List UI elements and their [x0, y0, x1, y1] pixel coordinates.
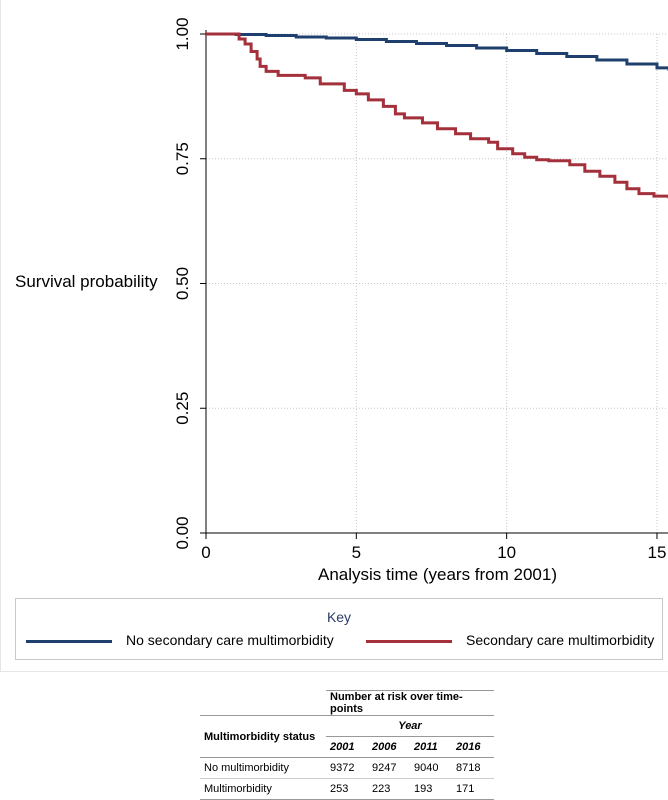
x-tick-label: 15 [648, 543, 667, 562]
year-cell: 2006 [368, 736, 410, 758]
table-cell: 9247 [368, 757, 410, 779]
y-tick-label: 1.00 [173, 17, 192, 50]
table-cell: 171 [452, 778, 494, 800]
number-at-risk-table: Number at risk over time-points Multimor… [200, 690, 494, 800]
year-header: Year [326, 715, 494, 737]
plot-panel: 0.00 0.25 0.50 0.75 1.00 0 5 10 15 Survival prob… [0, 0, 668, 672]
table-cell: 223 [368, 778, 410, 800]
legend: Key No secondary care multimorbidity Sec… [15, 598, 663, 660]
table-header-row-2: Multimorbidity status Year [200, 715, 494, 758]
y-tick-label: 0.75 [173, 142, 192, 175]
y-tick-label: 0.25 [173, 392, 192, 425]
series-line-no-multimorbidity [206, 32, 668, 71]
table-header-row-1: Number at risk over time-points [200, 690, 494, 716]
table-years-row: 2001 2006 2011 2016 [200, 736, 494, 758]
year-cell: 2011 [410, 736, 452, 758]
row-header: Multimorbidity status [200, 715, 326, 758]
year-cell: 2001 [326, 736, 368, 758]
y-tick-label: 0.00 [173, 516, 192, 549]
row-label: Multimorbidity [200, 778, 326, 800]
table-cell: 253 [326, 778, 368, 800]
legend-label-multimorbidity: Secondary care multimorbidity [466, 632, 655, 648]
x-axis-label: Analysis time (years from 2001) [317, 565, 558, 584]
table-cell: 9040 [410, 757, 452, 779]
y-axis-label: Survival probability [15, 272, 158, 291]
table-row: Multimorbidity 253 223 193 171 [200, 778, 494, 800]
y-tick-label: 0.50 [173, 267, 192, 300]
x-tick-label: 5 [352, 543, 361, 562]
group-header: Number at risk over time-points [326, 690, 494, 716]
table-cell: 9372 [326, 757, 368, 779]
x-tick-label: 10 [497, 543, 516, 562]
legend-swatch-multimorbidity [366, 640, 452, 643]
legend-label-no-multimorbidity: No secondary care multimorbidity [126, 632, 334, 648]
x-tick-label: 0 [201, 543, 210, 562]
legend-swatch-no-multimorbidity [26, 640, 112, 643]
table-cell: 8718 [452, 757, 494, 779]
row-label: No multimorbidity [200, 757, 326, 779]
survival-chart: 0.00 0.25 0.50 0.75 1.00 0 5 10 15 [173, 17, 668, 562]
table-cell: 193 [410, 778, 452, 800]
legend-title: Key [326, 609, 352, 625]
table-row: No multimorbidity 9372 9247 9040 8718 [200, 757, 494, 779]
series-line-multimorbidity [206, 32, 668, 199]
year-cell: 2016 [452, 736, 494, 758]
